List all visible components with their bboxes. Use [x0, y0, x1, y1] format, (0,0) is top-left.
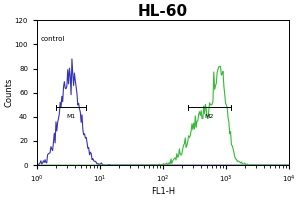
Text: M1: M1 — [66, 114, 76, 119]
Text: control: control — [41, 36, 65, 42]
Text: M2: M2 — [205, 114, 214, 119]
Title: HL-60: HL-60 — [138, 4, 188, 19]
X-axis label: FL1-H: FL1-H — [151, 187, 175, 196]
Y-axis label: Counts: Counts — [4, 78, 13, 107]
